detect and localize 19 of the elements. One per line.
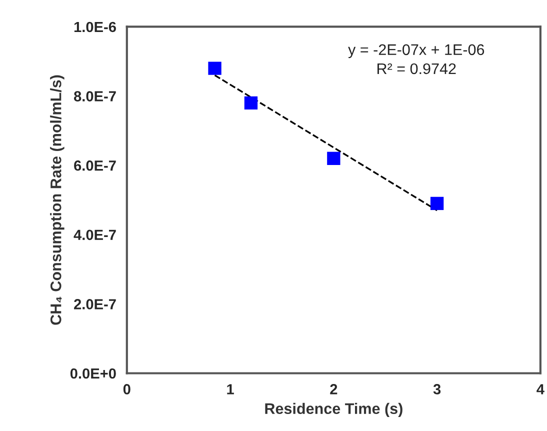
x-axis-title: Residence Time (s) <box>265 402 402 418</box>
y-tick-label: 8.0E-7 <box>74 91 116 102</box>
y-tick-label: 2.0E-7 <box>74 299 116 310</box>
y-tick-label: 4.0E-7 <box>74 230 116 240</box>
x-tick-label: 2 <box>330 384 338 394</box>
point <box>208 62 222 75</box>
y-axis-title: CH₄ Consumption Rate (mol/mL/s) <box>50 75 64 325</box>
x-tick-label: 1 <box>227 384 234 394</box>
point <box>430 196 444 210</box>
point <box>327 152 340 165</box>
x-tick-label: 0 <box>123 384 130 394</box>
annotation: y = -2E-07x + 1E-06 <box>348 44 484 58</box>
x-tick-label: 4 <box>536 384 544 394</box>
y-tick-label: 6.0E-7 <box>74 160 116 171</box>
annotation: R² = 0.9742 <box>378 63 456 74</box>
y-tick-label: 1.0E-6 <box>74 22 116 32</box>
point <box>244 96 258 110</box>
y-tick-label: 0.0E+0 <box>70 368 116 379</box>
x-tick-label: 3 <box>433 384 441 394</box>
